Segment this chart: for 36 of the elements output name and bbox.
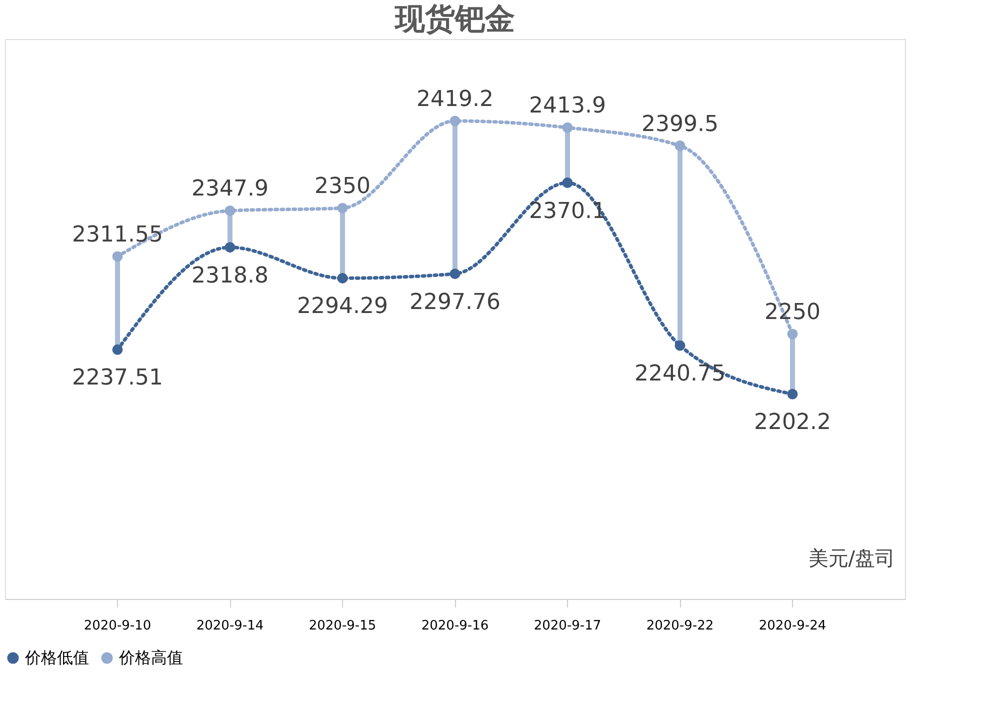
point <box>337 202 348 214</box>
point <box>112 344 123 355</box>
x-tick-label: 2020-9-17 <box>534 618 602 634</box>
x-tick-label: 2020-9-24 <box>758 618 826 634</box>
data-label: 2419.2 <box>416 86 494 112</box>
point <box>450 268 460 280</box>
text: 美元/盘司 <box>808 546 895 570</box>
legend-label: 价格高值 <box>118 648 183 667</box>
data-label: 2347.9 <box>192 176 268 202</box>
data-label: 2413.9 <box>529 94 606 119</box>
data-label: 2202.2 <box>754 410 831 436</box>
chart-title: 现货钯金 <box>394 2 515 37</box>
point <box>562 178 573 188</box>
data-label: 2399.5 <box>642 112 718 137</box>
data-label: 2237.51 <box>72 366 163 391</box>
point <box>450 116 460 126</box>
point <box>562 122 573 133</box>
x-tick-label: 2020-9-15 <box>308 618 376 634</box>
data-label: 2350 <box>314 174 370 200</box>
point <box>112 251 123 262</box>
x-tick-label: 2020-9-14 <box>196 618 264 634</box>
point <box>224 242 236 253</box>
point <box>674 340 686 351</box>
x-tick-label: 2020-9-22 <box>646 618 714 634</box>
data-label: 2294.29 <box>297 294 388 320</box>
x-tick-label: 2020-9-10 <box>84 618 152 634</box>
point <box>787 388 798 400</box>
point <box>787 328 798 340</box>
legend-label: 价格低值 <box>24 648 89 667</box>
point <box>337 272 348 284</box>
data-label: 2297.76 <box>410 290 500 315</box>
x-tick-label: 2020-9-16 <box>421 618 489 634</box>
point <box>224 205 236 216</box>
data-label: 2240.75 <box>634 362 726 387</box>
data-label: 2318.8 <box>192 263 268 288</box>
point <box>674 140 686 151</box>
